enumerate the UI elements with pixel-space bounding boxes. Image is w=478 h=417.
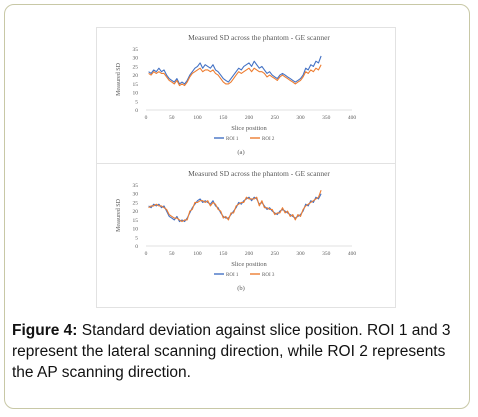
y-tick-label: 0 — [135, 108, 138, 114]
y-tick-label: 10 — [133, 227, 139, 233]
caption-text: Standard deviation against slice positio… — [12, 322, 451, 381]
figure-caption: Figure 4: Standard deviation against sli… — [12, 320, 467, 383]
panel-label: (b) — [237, 285, 245, 292]
chart-panel-a: Measured SD across the phantom - GE scan… — [96, 27, 396, 172]
chart-area — [96, 27, 396, 172]
y-tick-label: 35 — [133, 47, 139, 53]
y-tick-label: 15 — [133, 218, 139, 224]
y-axis-label: Measured SD — [116, 62, 122, 95]
caption-label: Figure 4: — [12, 322, 78, 339]
x-tick-label: 250 — [271, 251, 280, 257]
x-tick-label: 100 — [193, 251, 202, 257]
y-tick-label: 5 — [135, 99, 138, 105]
series-line-1 — [148, 55, 322, 85]
y-tick-label: 35 — [133, 183, 139, 189]
x-tick-label: 0 — [145, 251, 148, 257]
x-axis-label: Slice position — [231, 261, 267, 268]
x-tick-label: 50 — [169, 251, 175, 257]
y-tick-label: 25 — [133, 200, 139, 206]
x-tick-label: 200 — [245, 251, 254, 257]
x-tick-label: 400 — [348, 251, 357, 257]
series-line-2 — [148, 64, 322, 87]
y-tick-label: 30 — [133, 56, 139, 62]
chart-area — [96, 163, 396, 308]
x-tick-label: 150 — [219, 115, 228, 121]
x-tick-label: 350 — [322, 251, 331, 257]
chart-title: Measured SD across the phantom - GE scan… — [188, 169, 330, 178]
y-tick-label: 10 — [133, 91, 139, 97]
x-tick-label: 300 — [296, 251, 305, 257]
legend-label-2: ROI 3 — [262, 273, 275, 278]
legend-label-2: ROI 2 — [262, 137, 275, 142]
x-tick-label: 250 — [271, 115, 280, 121]
x-tick-label: 350 — [322, 115, 331, 121]
x-tick-label: 400 — [348, 115, 357, 121]
panel-label: (a) — [237, 149, 244, 156]
y-tick-label: 5 — [135, 235, 138, 241]
chart-title: Measured SD across the phantom - GE scan… — [188, 33, 330, 42]
x-axis-label: Slice position — [231, 125, 267, 132]
x-tick-label: 300 — [296, 115, 305, 121]
legend-label-1: ROI 1 — [226, 273, 239, 278]
chart-b-svg: Measured SD across the phantom - GE scan… — [96, 163, 396, 308]
legend-label-1: ROI 1 — [226, 137, 239, 142]
x-tick-label: 50 — [169, 115, 175, 121]
chart-a-svg: Measured SD across the phantom - GE scan… — [96, 27, 396, 172]
x-tick-label: 200 — [245, 115, 254, 121]
x-tick-label: 150 — [219, 251, 228, 257]
chart-panel-b: Measured SD across the phantom - GE scan… — [96, 163, 396, 308]
y-tick-label: 20 — [133, 209, 139, 215]
y-tick-label: 25 — [133, 64, 139, 70]
series-line-2 — [148, 190, 322, 223]
x-tick-label: 0 — [145, 115, 148, 121]
y-tick-label: 15 — [133, 82, 139, 88]
y-tick-label: 30 — [133, 192, 139, 198]
y-tick-label: 20 — [133, 73, 139, 79]
y-tick-label: 0 — [135, 244, 138, 250]
y-axis-label: Measured SD — [116, 198, 122, 231]
x-tick-label: 100 — [193, 115, 202, 121]
